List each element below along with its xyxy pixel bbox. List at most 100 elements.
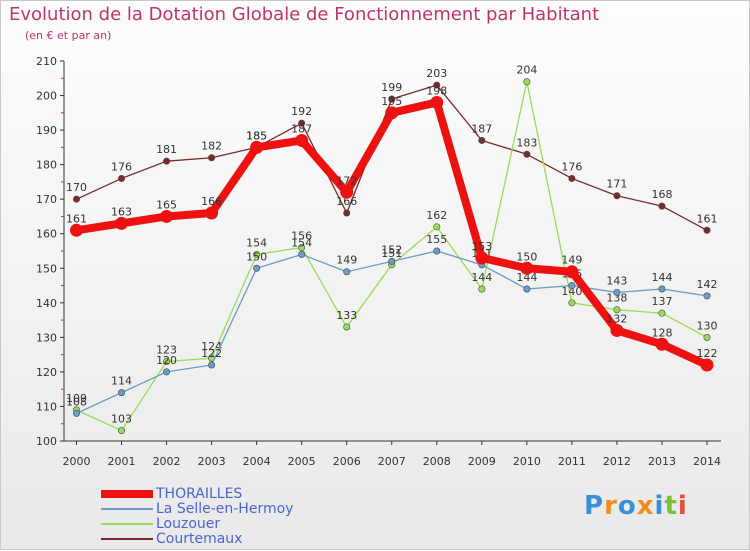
data-label: 161 xyxy=(66,212,87,225)
legend-item: La Selle-en-Hermoy xyxy=(101,500,294,517)
x-tick-label: 2001 xyxy=(108,455,136,468)
data-point xyxy=(118,389,126,397)
data-point xyxy=(343,323,351,331)
data-label: 144 xyxy=(471,271,492,284)
data-point xyxy=(208,361,216,369)
data-point xyxy=(118,427,126,435)
data-point xyxy=(343,268,351,276)
legend-label: La Selle-en-Hermoy xyxy=(156,500,294,517)
data-label: 203 xyxy=(426,67,447,80)
x-tick-label: 2011 xyxy=(558,455,586,468)
data-point xyxy=(385,106,399,120)
data-point xyxy=(658,309,666,317)
data-point xyxy=(433,223,441,231)
data-label: 124 xyxy=(201,340,222,353)
data-label: 108 xyxy=(66,395,87,408)
legend-item: Louzouer xyxy=(101,516,293,532)
y-tick-label: 210 xyxy=(36,55,57,68)
data-label: 140 xyxy=(561,285,582,298)
data-point xyxy=(565,265,579,279)
data-point xyxy=(343,209,351,217)
data-label: 123 xyxy=(156,344,177,357)
y-tick-label: 170 xyxy=(36,193,57,206)
data-point xyxy=(295,133,309,147)
data-label: 152 xyxy=(381,243,402,256)
legend-label: THORAILLES xyxy=(156,485,243,502)
data-label: 137 xyxy=(651,295,672,308)
legend-item: Courtemaux xyxy=(101,530,293,547)
logo-letter: i xyxy=(654,491,665,521)
data-label: 149 xyxy=(336,254,357,267)
data-point xyxy=(658,202,666,210)
data-label: 187 xyxy=(471,122,492,135)
y-tick-label: 100 xyxy=(36,435,57,448)
data-label: 144 xyxy=(516,271,537,284)
legend-swatch xyxy=(101,507,153,510)
series-courtemaux: 170 176 181 182 185 192 166 199 203 187 183 176 171 1… xyxy=(66,67,718,234)
logo-letter: x xyxy=(636,491,655,521)
data-label: 185 xyxy=(246,129,267,142)
data-label: 103 xyxy=(111,413,132,426)
data-point xyxy=(703,226,711,234)
y-tick-label: 110 xyxy=(36,400,57,413)
series-line xyxy=(75,98,709,369)
y-tick-label: 140 xyxy=(36,297,57,310)
data-label: 204 xyxy=(516,64,537,77)
y-tick-label: 190 xyxy=(36,124,57,137)
y-tick-label: 200 xyxy=(36,90,57,103)
data-point xyxy=(298,244,306,252)
data-label: 176 xyxy=(111,160,132,173)
data-label: 142 xyxy=(697,278,718,291)
data-point xyxy=(253,264,261,272)
data-label: 165 xyxy=(156,198,177,211)
x-tick-label: 2009 xyxy=(468,455,496,468)
x-tick-label: 2008 xyxy=(423,455,451,468)
data-point xyxy=(613,192,621,200)
y-tick-label: 120 xyxy=(36,366,57,379)
data-point xyxy=(703,333,711,341)
x-tick-label: 2003 xyxy=(198,455,226,468)
y-tick-label: 150 xyxy=(36,262,57,275)
x-tick-label: 2002 xyxy=(153,455,181,468)
data-point xyxy=(208,154,216,162)
data-point xyxy=(523,285,531,293)
chart-legend: THORAILLES La Selle-en-Hermoy Louzouer Cour… xyxy=(101,485,294,547)
data-point xyxy=(430,95,444,109)
y-tick-label: 160 xyxy=(36,228,57,241)
data-point xyxy=(163,368,171,376)
data-point xyxy=(610,323,624,337)
data-label: 163 xyxy=(111,205,132,218)
data-point xyxy=(163,358,171,366)
data-point xyxy=(658,285,666,293)
data-point xyxy=(523,150,531,158)
x-tick-label: 2005 xyxy=(288,455,316,468)
data-label: 171 xyxy=(606,178,627,191)
data-point xyxy=(163,157,171,165)
data-label: 195 xyxy=(381,95,402,108)
data-point xyxy=(340,185,354,199)
data-label: 144 xyxy=(651,271,672,284)
data-label: 154 xyxy=(246,236,267,249)
data-label: 128 xyxy=(651,326,672,339)
data-label: 172 xyxy=(336,174,357,187)
legend-label: Courtemaux xyxy=(156,530,243,547)
data-point xyxy=(70,223,83,237)
data-point xyxy=(700,358,714,372)
data-label: 168 xyxy=(651,188,672,201)
data-point xyxy=(613,288,621,296)
legend-swatch xyxy=(101,537,153,540)
series-la-selle-en-hermoy: 1081141201221501541491521551511441451431… xyxy=(66,233,718,417)
logo-letter: P xyxy=(584,491,605,521)
data-label: 151 xyxy=(381,247,402,260)
data-point xyxy=(433,81,441,89)
logo-letter: t xyxy=(664,491,678,521)
data-label: 166 xyxy=(336,195,357,208)
data-point xyxy=(118,174,126,182)
data-point xyxy=(205,206,219,220)
data-point xyxy=(568,174,576,182)
data-point xyxy=(478,285,486,293)
data-point xyxy=(478,136,486,144)
logo-letter: o xyxy=(617,491,637,521)
x-tick-label: 2013 xyxy=(648,455,676,468)
